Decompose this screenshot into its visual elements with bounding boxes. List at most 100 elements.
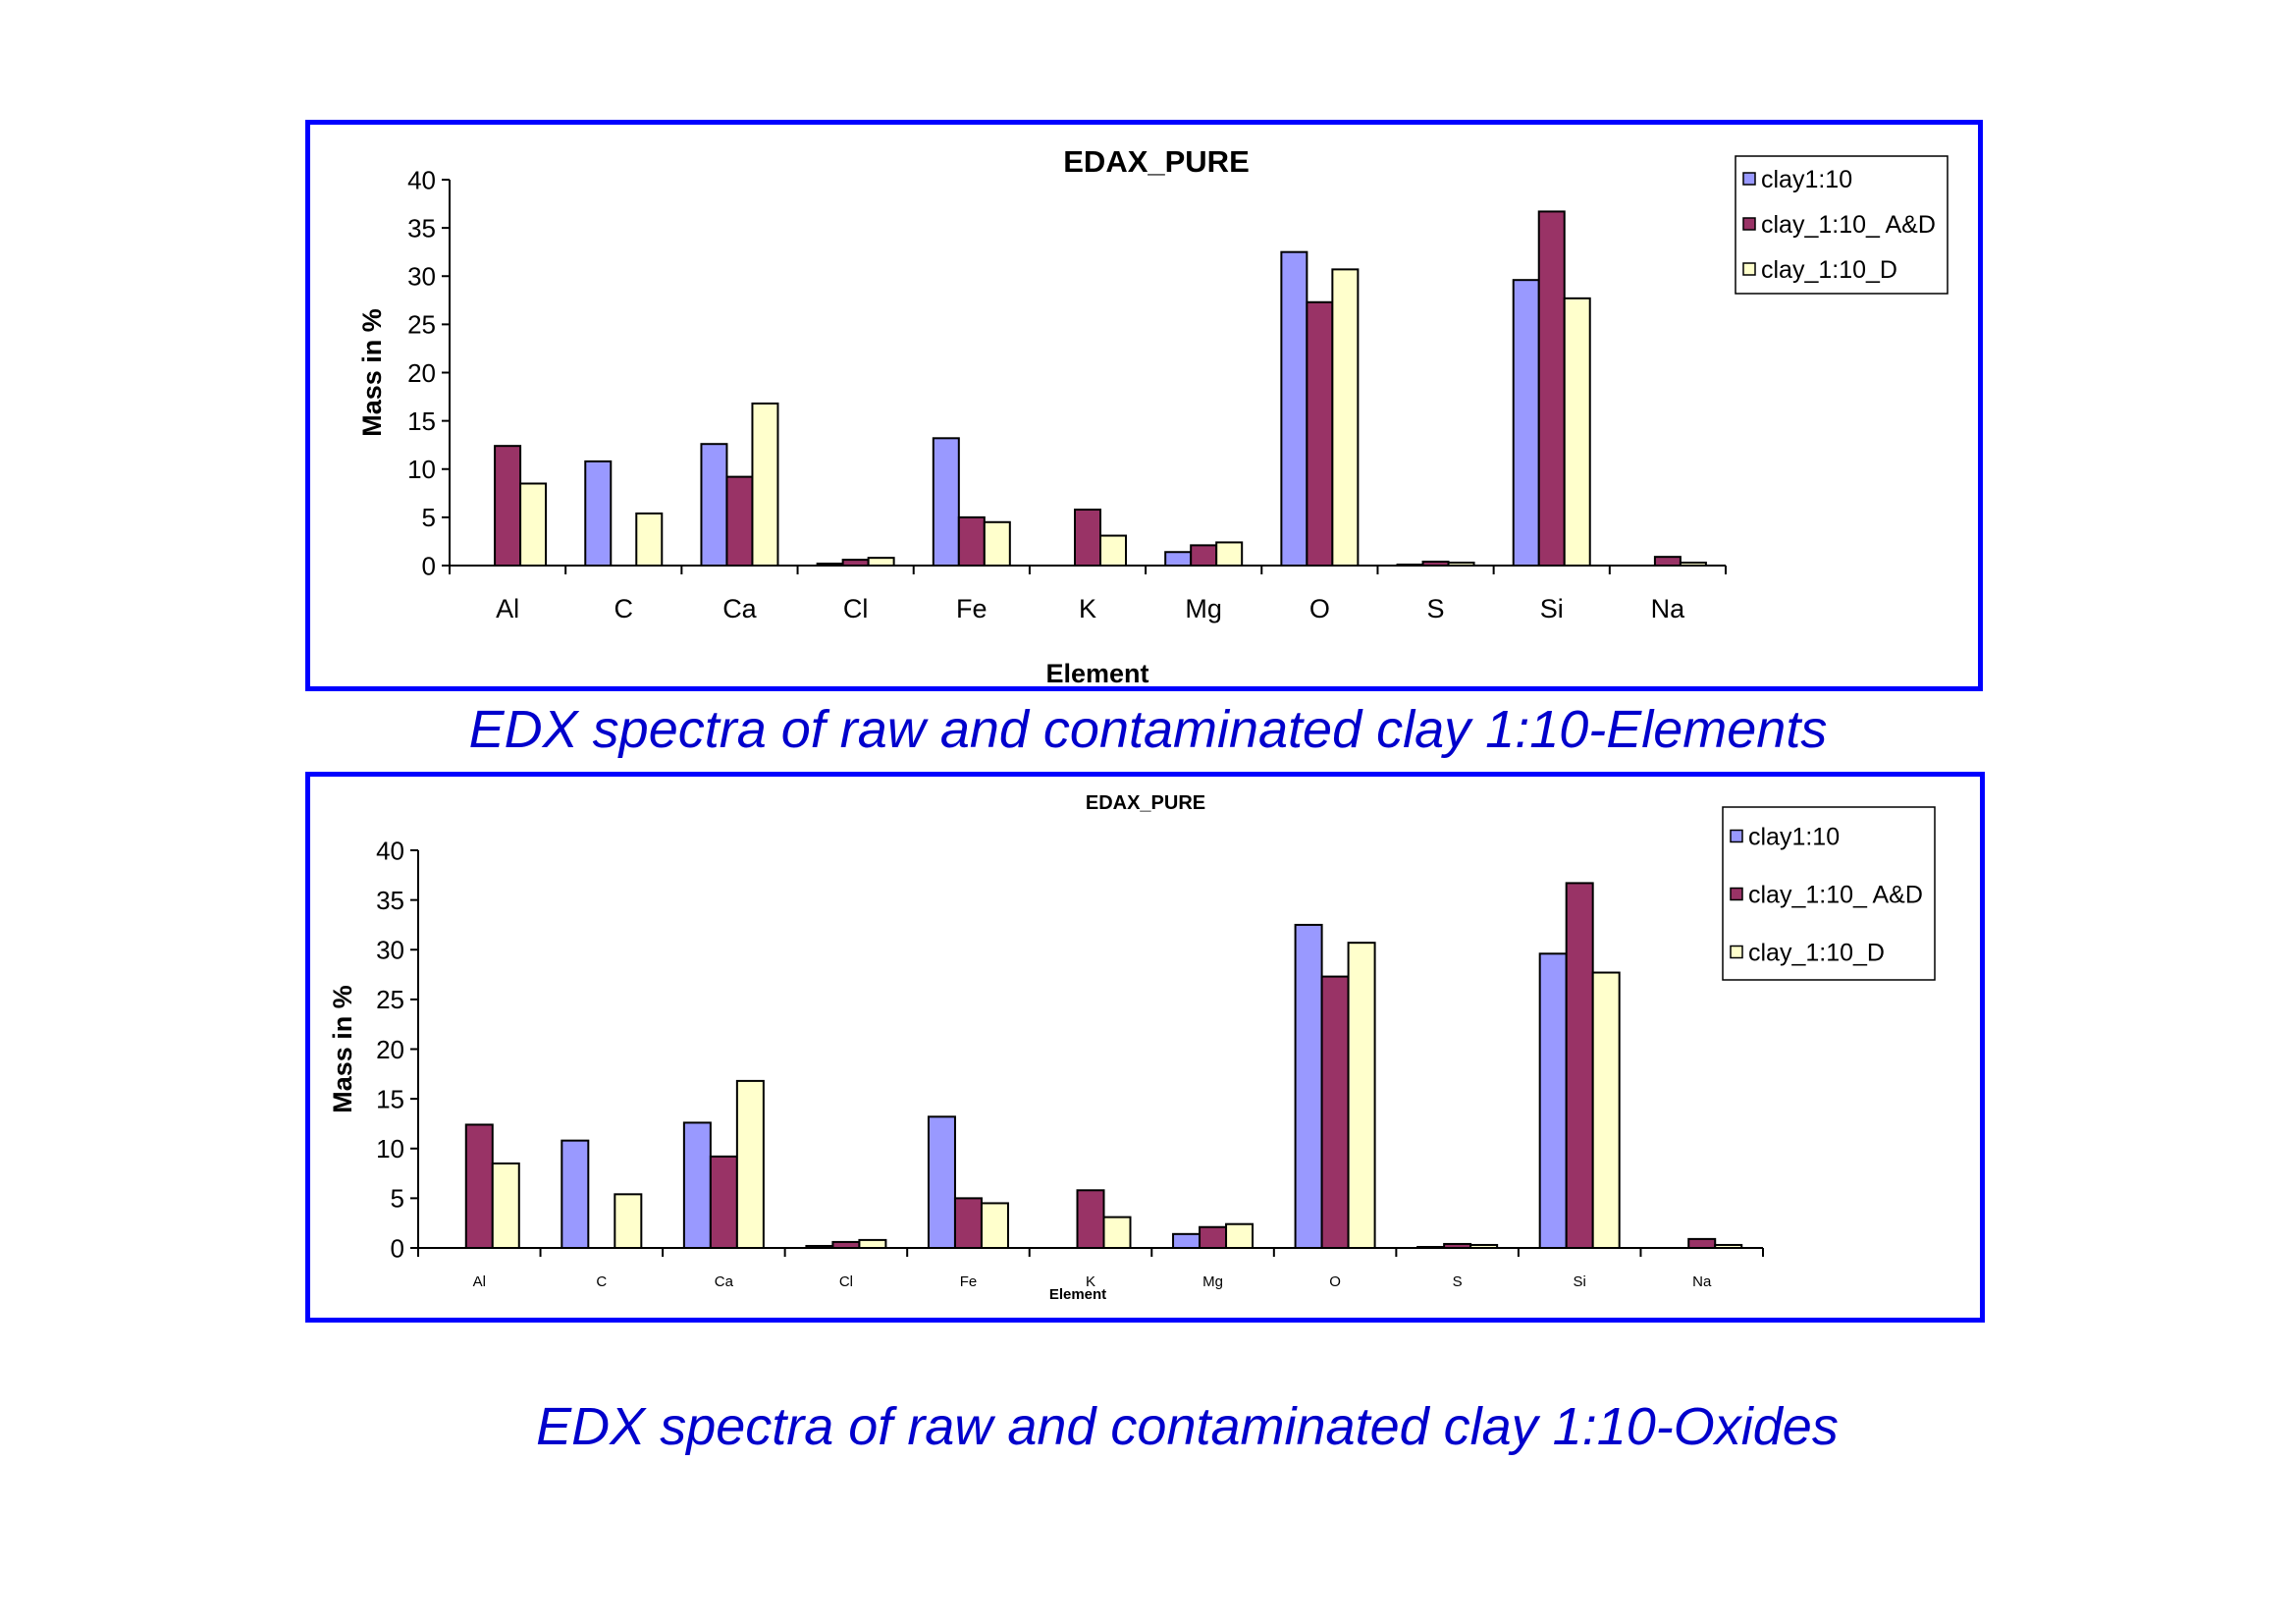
x-tick-label-c: C — [596, 1273, 607, 1290]
x-tick-label-s: S — [1427, 594, 1445, 623]
bar-cl-series-3 — [858, 1238, 887, 1249]
bar-k-series-3 — [1099, 534, 1127, 568]
legend-box — [1722, 806, 1936, 981]
bar-c-series-1 — [584, 460, 613, 568]
y-tick-label: 25 — [376, 985, 404, 1014]
y-tick-label: 5 — [391, 1184, 404, 1214]
bar-c-series-3 — [614, 1193, 643, 1250]
y-tick-label: 40 — [376, 836, 404, 865]
bar-cl-series-3 — [867, 557, 895, 568]
y-tick-label: 0 — [422, 551, 436, 580]
x-tick-label-mg: Mg — [1185, 594, 1222, 623]
x-tick-label-ca: Ca — [722, 594, 757, 623]
x-tick-label-na: Na — [1651, 594, 1685, 623]
bar-na-series-2 — [1653, 556, 1682, 568]
bar-o-series-3 — [1331, 268, 1360, 567]
bar-k-series-3 — [1102, 1216, 1132, 1249]
bar-fe-series-2 — [953, 1197, 983, 1249]
bar-al-series-3 — [519, 482, 548, 567]
bar-o-series-2 — [1320, 975, 1350, 1249]
bar-o-series-1 — [1280, 250, 1308, 567]
x-tick-label-si: Si — [1540, 594, 1564, 623]
x-tick-label-c: C — [614, 594, 634, 623]
legend-swatch-series-3 — [1730, 945, 1743, 959]
y-tick-label: 5 — [422, 503, 436, 532]
legend-swatch-series-2 — [1730, 887, 1743, 901]
bar-ca-series-2 — [725, 475, 754, 567]
y-tick-label: 40 — [407, 165, 436, 194]
legend-swatch-series-1 — [1742, 172, 1756, 186]
bar-fe-series-3 — [983, 520, 1011, 568]
y-tick-label: 20 — [407, 358, 436, 388]
bar-al-series-3 — [491, 1162, 520, 1249]
x-tick-label-cl: Cl — [839, 1273, 853, 1290]
x-tick-label-fe: Fe — [956, 594, 988, 623]
y-tick-label: 10 — [407, 455, 436, 484]
x-tick-label-k: K — [1086, 1273, 1095, 1290]
bar-mg-series-2 — [1190, 544, 1218, 567]
legend-label-series-3: clay_1:10_D — [1761, 256, 1897, 284]
y-tick-label: 0 — [391, 1233, 404, 1263]
x-tick-label-k: K — [1079, 594, 1096, 623]
x-tick-label-fe: Fe — [960, 1273, 978, 1290]
chart-panel-elements: EDAX_PURE 0 5 10 15 20 25 30 35 40 Mass in % Al C Ca C… — [305, 120, 1983, 691]
bar-al-series-2 — [464, 1123, 494, 1250]
y-tick-label: 35 — [407, 213, 436, 243]
legend-swatch-series-2 — [1742, 217, 1756, 231]
chart-title: EDAX_PURE — [1063, 144, 1250, 179]
bar-mg-series-3 — [1215, 541, 1244, 568]
legend-label-series-1: clay1:10 — [1761, 166, 1852, 193]
legend-label-series-3: clay_1:10_D — [1748, 940, 1885, 967]
x-tick-label-mg: Mg — [1202, 1273, 1223, 1290]
legend-swatch-series-1 — [1730, 829, 1743, 843]
legend-swatch-series-3 — [1742, 262, 1756, 276]
bar-mg-series-2 — [1199, 1225, 1228, 1249]
bar-si-series-2 — [1537, 210, 1566, 568]
bar-ca-series-1 — [700, 443, 728, 567]
y-tick-label: 10 — [376, 1134, 404, 1164]
bar-fe-series-2 — [957, 515, 986, 567]
x-tick-label-cl: Cl — [843, 594, 869, 623]
chart-caption-elements: EDX spectra of raw and contaminated clay… — [468, 700, 1828, 759]
y-axis-title: Mass in % — [357, 308, 387, 437]
bar-si-series-1 — [1512, 279, 1540, 567]
bar-mg-series-3 — [1225, 1222, 1255, 1250]
bar-c-series-1 — [561, 1139, 590, 1249]
bar-o-series-1 — [1294, 923, 1323, 1249]
x-tick-label-si: Si — [1574, 1273, 1586, 1290]
legend-label-series-2: clay_1:10_ A&D — [1761, 211, 1936, 239]
x-tick-label-al: Al — [473, 1273, 486, 1290]
bar-ca-series-2 — [709, 1155, 738, 1250]
x-tick-label-al: Al — [496, 594, 519, 623]
x-tick-label-na: Na — [1692, 1273, 1712, 1290]
bar-ca-series-3 — [751, 402, 779, 567]
bar-o-series-2 — [1306, 300, 1334, 567]
bar-ca-series-1 — [682, 1121, 712, 1249]
legend-label-series-2: clay_1:10_ A&D — [1748, 882, 1923, 909]
x-tick-label-o: O — [1309, 594, 1330, 623]
bar-chart-elements: EDAX_PURE 0 5 10 15 20 25 30 35 40 Mass in % Al C Ca C… — [357, 144, 1949, 686]
bar-k-series-2 — [1074, 509, 1101, 568]
y-tick-label: 35 — [376, 886, 404, 915]
legend-label-series-1: clay1:10 — [1748, 824, 1840, 851]
bar-si-series-3 — [1591, 971, 1621, 1249]
bar-si-series-3 — [1563, 297, 1591, 567]
bar-na-series-2 — [1687, 1237, 1717, 1250]
chart-caption-oxides: EDX spectra of raw and contaminated clay… — [536, 1397, 1839, 1456]
y-tick-label: 25 — [407, 310, 436, 340]
bar-si-series-2 — [1565, 882, 1594, 1249]
x-tick-label-s: S — [1453, 1273, 1463, 1290]
y-axis-title: Mass in % — [328, 985, 357, 1113]
bar-si-series-1 — [1538, 952, 1568, 1250]
y-tick-label: 20 — [376, 1035, 404, 1064]
bar-c-series-3 — [635, 512, 664, 568]
chart-panel-oxides: EDAX_PURE 0 5 10 15 20 25 30 35 40 Mass in % Al C Ca C… — [305, 772, 1985, 1323]
y-tick-label: 30 — [407, 262, 436, 292]
bar-fe-series-1 — [927, 1115, 956, 1249]
bar-chart-oxides: EDAX_PURE 0 5 10 15 20 25 30 35 40 Mass in % Al C Ca C… — [328, 792, 1936, 1303]
bar-mg-series-1 — [1172, 1232, 1201, 1250]
y-tick-label: 15 — [407, 406, 436, 436]
x-axis-title: Element — [1049, 1286, 1106, 1303]
bar-fe-series-3 — [980, 1202, 1009, 1249]
y-tick-label: 15 — [376, 1084, 404, 1113]
